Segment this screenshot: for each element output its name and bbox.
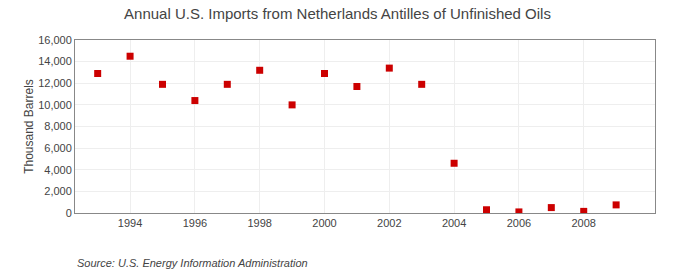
svg-text:14,000: 14,000 [38, 55, 72, 67]
svg-text:2000: 2000 [312, 217, 336, 229]
svg-text:2008: 2008 [571, 217, 595, 229]
svg-text:10,000: 10,000 [38, 99, 72, 111]
svg-text:1994: 1994 [118, 217, 142, 229]
svg-text:2006: 2006 [507, 217, 531, 229]
svg-text:6,000: 6,000 [44, 142, 72, 154]
svg-text:2,000: 2,000 [44, 185, 72, 197]
svg-text:Thousand Barrels: Thousand Barrels [22, 79, 36, 174]
svg-text:1996: 1996 [183, 217, 207, 229]
svg-text:2002: 2002 [377, 217, 401, 229]
svg-text:1998: 1998 [247, 217, 271, 229]
svg-text:4,000: 4,000 [44, 164, 72, 176]
svg-text:12,000: 12,000 [38, 77, 72, 89]
svg-text:Source: U.S. Energy Informatio: Source: U.S. Energy Information Administ… [77, 257, 308, 269]
svg-text:2004: 2004 [442, 217, 466, 229]
svg-text:16,000: 16,000 [38, 34, 72, 46]
svg-text:0: 0 [66, 207, 72, 219]
svg-text:8,000: 8,000 [44, 120, 72, 132]
svg-text:Annual U.S. Imports from Nethe: Annual U.S. Imports from Netherlands Ant… [124, 5, 551, 22]
